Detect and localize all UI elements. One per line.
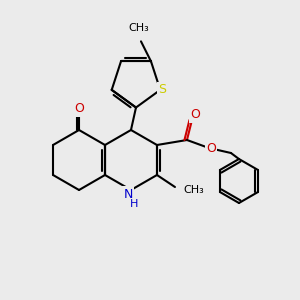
Text: O: O [206,142,216,154]
Text: CH₃: CH₃ [183,185,204,195]
Text: S: S [158,83,166,96]
Text: N: N [123,188,133,200]
Text: O: O [74,103,84,116]
Text: H: H [130,199,138,209]
Text: CH₃: CH₃ [129,23,149,33]
Text: O: O [190,109,200,122]
